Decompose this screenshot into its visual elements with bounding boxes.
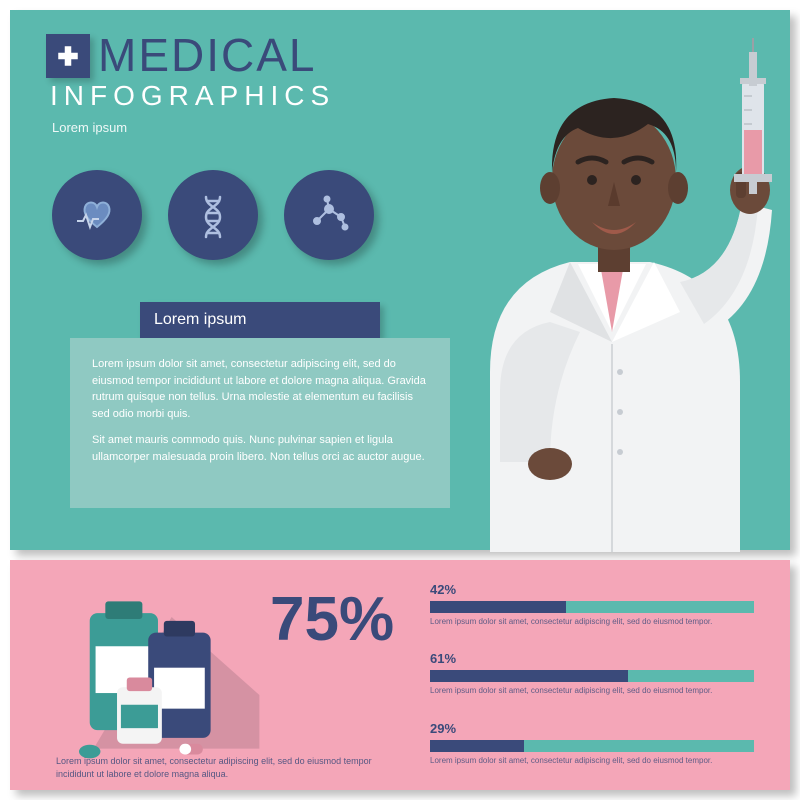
page-subtitle: INFOGRAPHICS xyxy=(50,80,335,112)
medical-cross-badge xyxy=(46,34,90,78)
bar-track xyxy=(430,601,754,613)
cross-icon xyxy=(55,43,81,69)
bar-block: 61% Lorem ipsum dolor sit amet, consectet… xyxy=(430,651,754,696)
tagline: Lorem ipsum xyxy=(52,120,127,135)
bar-label: 61% xyxy=(430,651,754,666)
icon-row xyxy=(52,170,374,260)
doctor-illustration xyxy=(400,32,800,552)
bar-fill xyxy=(430,601,566,613)
big-caption: Lorem ipsum dolor sit amet, consectetur … xyxy=(56,755,396,780)
bar-caption: Lorem ipsum dolor sit amet, consectetur … xyxy=(430,617,754,627)
bar-fill xyxy=(430,670,628,682)
page-title: MEDICAL xyxy=(98,28,316,82)
bar-caption: Lorem ipsum dolor sit amet, consectetur … xyxy=(430,686,754,696)
molecule-icon xyxy=(284,170,374,260)
dna-icon xyxy=(168,170,258,260)
panel-body: Lorem ipsum dolor sit amet, consectetur … xyxy=(70,338,450,508)
medicine-bottles xyxy=(52,578,262,773)
top-section: MEDICAL INFOGRAPHICS Lorem ipsum xyxy=(10,10,790,550)
big-percent: 75% xyxy=(270,584,394,655)
bar-caption: Lorem ipsum dolor sit amet, consectetur … xyxy=(430,756,754,766)
bar-block: 29% Lorem ipsum dolor sit amet, consectet… xyxy=(430,721,754,766)
bar-label: 42% xyxy=(430,582,754,597)
panel-heading: Lorem ipsum xyxy=(140,302,380,338)
bar-block: 42% Lorem ipsum dolor sit amet, consectet… xyxy=(430,582,754,627)
infographic-canvas: MEDICAL INFOGRAPHICS Lorem ipsum xyxy=(0,0,800,800)
bar-track xyxy=(430,740,754,752)
bar-fill xyxy=(430,740,524,752)
heart-icon xyxy=(52,170,142,260)
bottom-section: 75% Lorem ipsum dolor sit amet, consecte… xyxy=(10,560,790,790)
bar-track xyxy=(430,670,754,682)
bar-chart: 42% Lorem ipsum dolor sit amet, consectet… xyxy=(430,582,754,790)
bar-label: 29% xyxy=(430,721,754,736)
